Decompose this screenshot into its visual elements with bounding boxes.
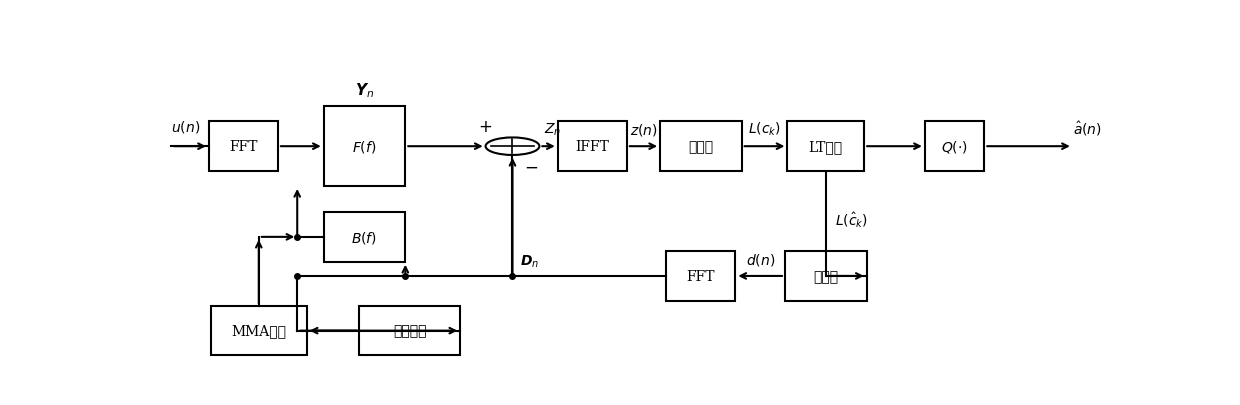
Text: MMA算法: MMA算法 (232, 324, 286, 338)
FancyBboxPatch shape (660, 122, 742, 172)
Text: $\hat{a}(n)$: $\hat{a}(n)$ (1073, 119, 1101, 137)
Text: $d(n)$: $d(n)$ (745, 251, 775, 267)
FancyBboxPatch shape (787, 122, 864, 172)
Text: +: + (479, 117, 492, 136)
FancyBboxPatch shape (208, 122, 278, 172)
Text: $\boldsymbol{D}_n$: $\boldsymbol{D}_n$ (521, 253, 539, 269)
FancyBboxPatch shape (211, 307, 306, 355)
Text: $\boldsymbol{Y}_n$: $\boldsymbol{Y}_n$ (355, 81, 374, 99)
FancyBboxPatch shape (324, 212, 405, 262)
Text: FFT: FFT (687, 269, 715, 283)
FancyBboxPatch shape (558, 122, 627, 172)
Text: $z(n)$: $z(n)$ (630, 122, 657, 137)
Text: $Z_n$: $Z_n$ (544, 121, 562, 137)
FancyBboxPatch shape (324, 107, 405, 187)
FancyBboxPatch shape (785, 251, 867, 301)
FancyBboxPatch shape (360, 307, 460, 355)
Text: $F(f)$: $F(f)$ (352, 139, 377, 155)
FancyBboxPatch shape (925, 122, 985, 172)
Text: $u(n)$: $u(n)$ (171, 118, 201, 134)
Text: 误差函数: 误差函数 (393, 324, 427, 338)
Text: 软调制: 软调制 (813, 269, 838, 283)
Text: $Q(\cdot)$: $Q(\cdot)$ (941, 139, 968, 155)
Text: $B(f)$: $B(f)$ (351, 229, 377, 245)
Text: 软调制: 软调制 (688, 140, 713, 154)
Text: $L(\hat{c}_k)$: $L(\hat{c}_k)$ (836, 209, 868, 229)
Text: IFFT: IFFT (575, 140, 609, 154)
Text: FFT: FFT (229, 140, 258, 154)
FancyBboxPatch shape (666, 251, 735, 301)
Text: LT译码: LT译码 (808, 140, 843, 154)
Text: −: − (525, 158, 538, 176)
Text: $L(c_k)$: $L(c_k)$ (748, 120, 781, 137)
